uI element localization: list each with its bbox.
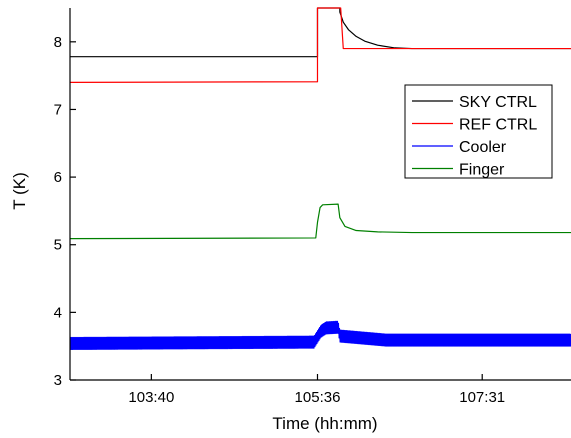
legend-label: SKY CTRL xyxy=(459,94,537,111)
y-tick-label: 6 xyxy=(54,169,62,186)
axes-layer xyxy=(69,8,571,381)
x-tick-label: 107:31 xyxy=(459,389,505,406)
x-tick-label: 103:40 xyxy=(128,389,174,406)
x-tick-label: 105:36 xyxy=(295,389,341,406)
series-layer xyxy=(69,7,571,351)
y-axis-label: T (K) xyxy=(10,172,29,209)
ticks-layer: 3 4 5 6 7 8 103:40 105:36 107:31 xyxy=(54,34,505,406)
series-line-finger xyxy=(69,203,571,240)
legend: SKY CTRL REF CTRL Cooler Finger xyxy=(404,84,553,179)
legend-items: SKY CTRL REF CTRL Cooler Finger xyxy=(412,94,537,179)
legend-box xyxy=(404,84,553,179)
x-axis-label: Time (hh:mm) xyxy=(272,414,377,433)
series-line-cooler xyxy=(69,320,571,351)
y-tick-label: 3 xyxy=(54,372,62,389)
y-tick-label: 5 xyxy=(54,237,62,254)
plot-background xyxy=(70,8,571,380)
series-line-ref-ctrl xyxy=(69,7,571,83)
legend-label: Cooler xyxy=(459,139,507,156)
y-tick-label: 8 xyxy=(54,34,62,51)
legend-label: Finger xyxy=(459,162,505,179)
y-tick-label: 7 xyxy=(54,101,62,118)
y-tick-label: 4 xyxy=(54,304,62,321)
legend-label: REF CTRL xyxy=(459,117,537,134)
